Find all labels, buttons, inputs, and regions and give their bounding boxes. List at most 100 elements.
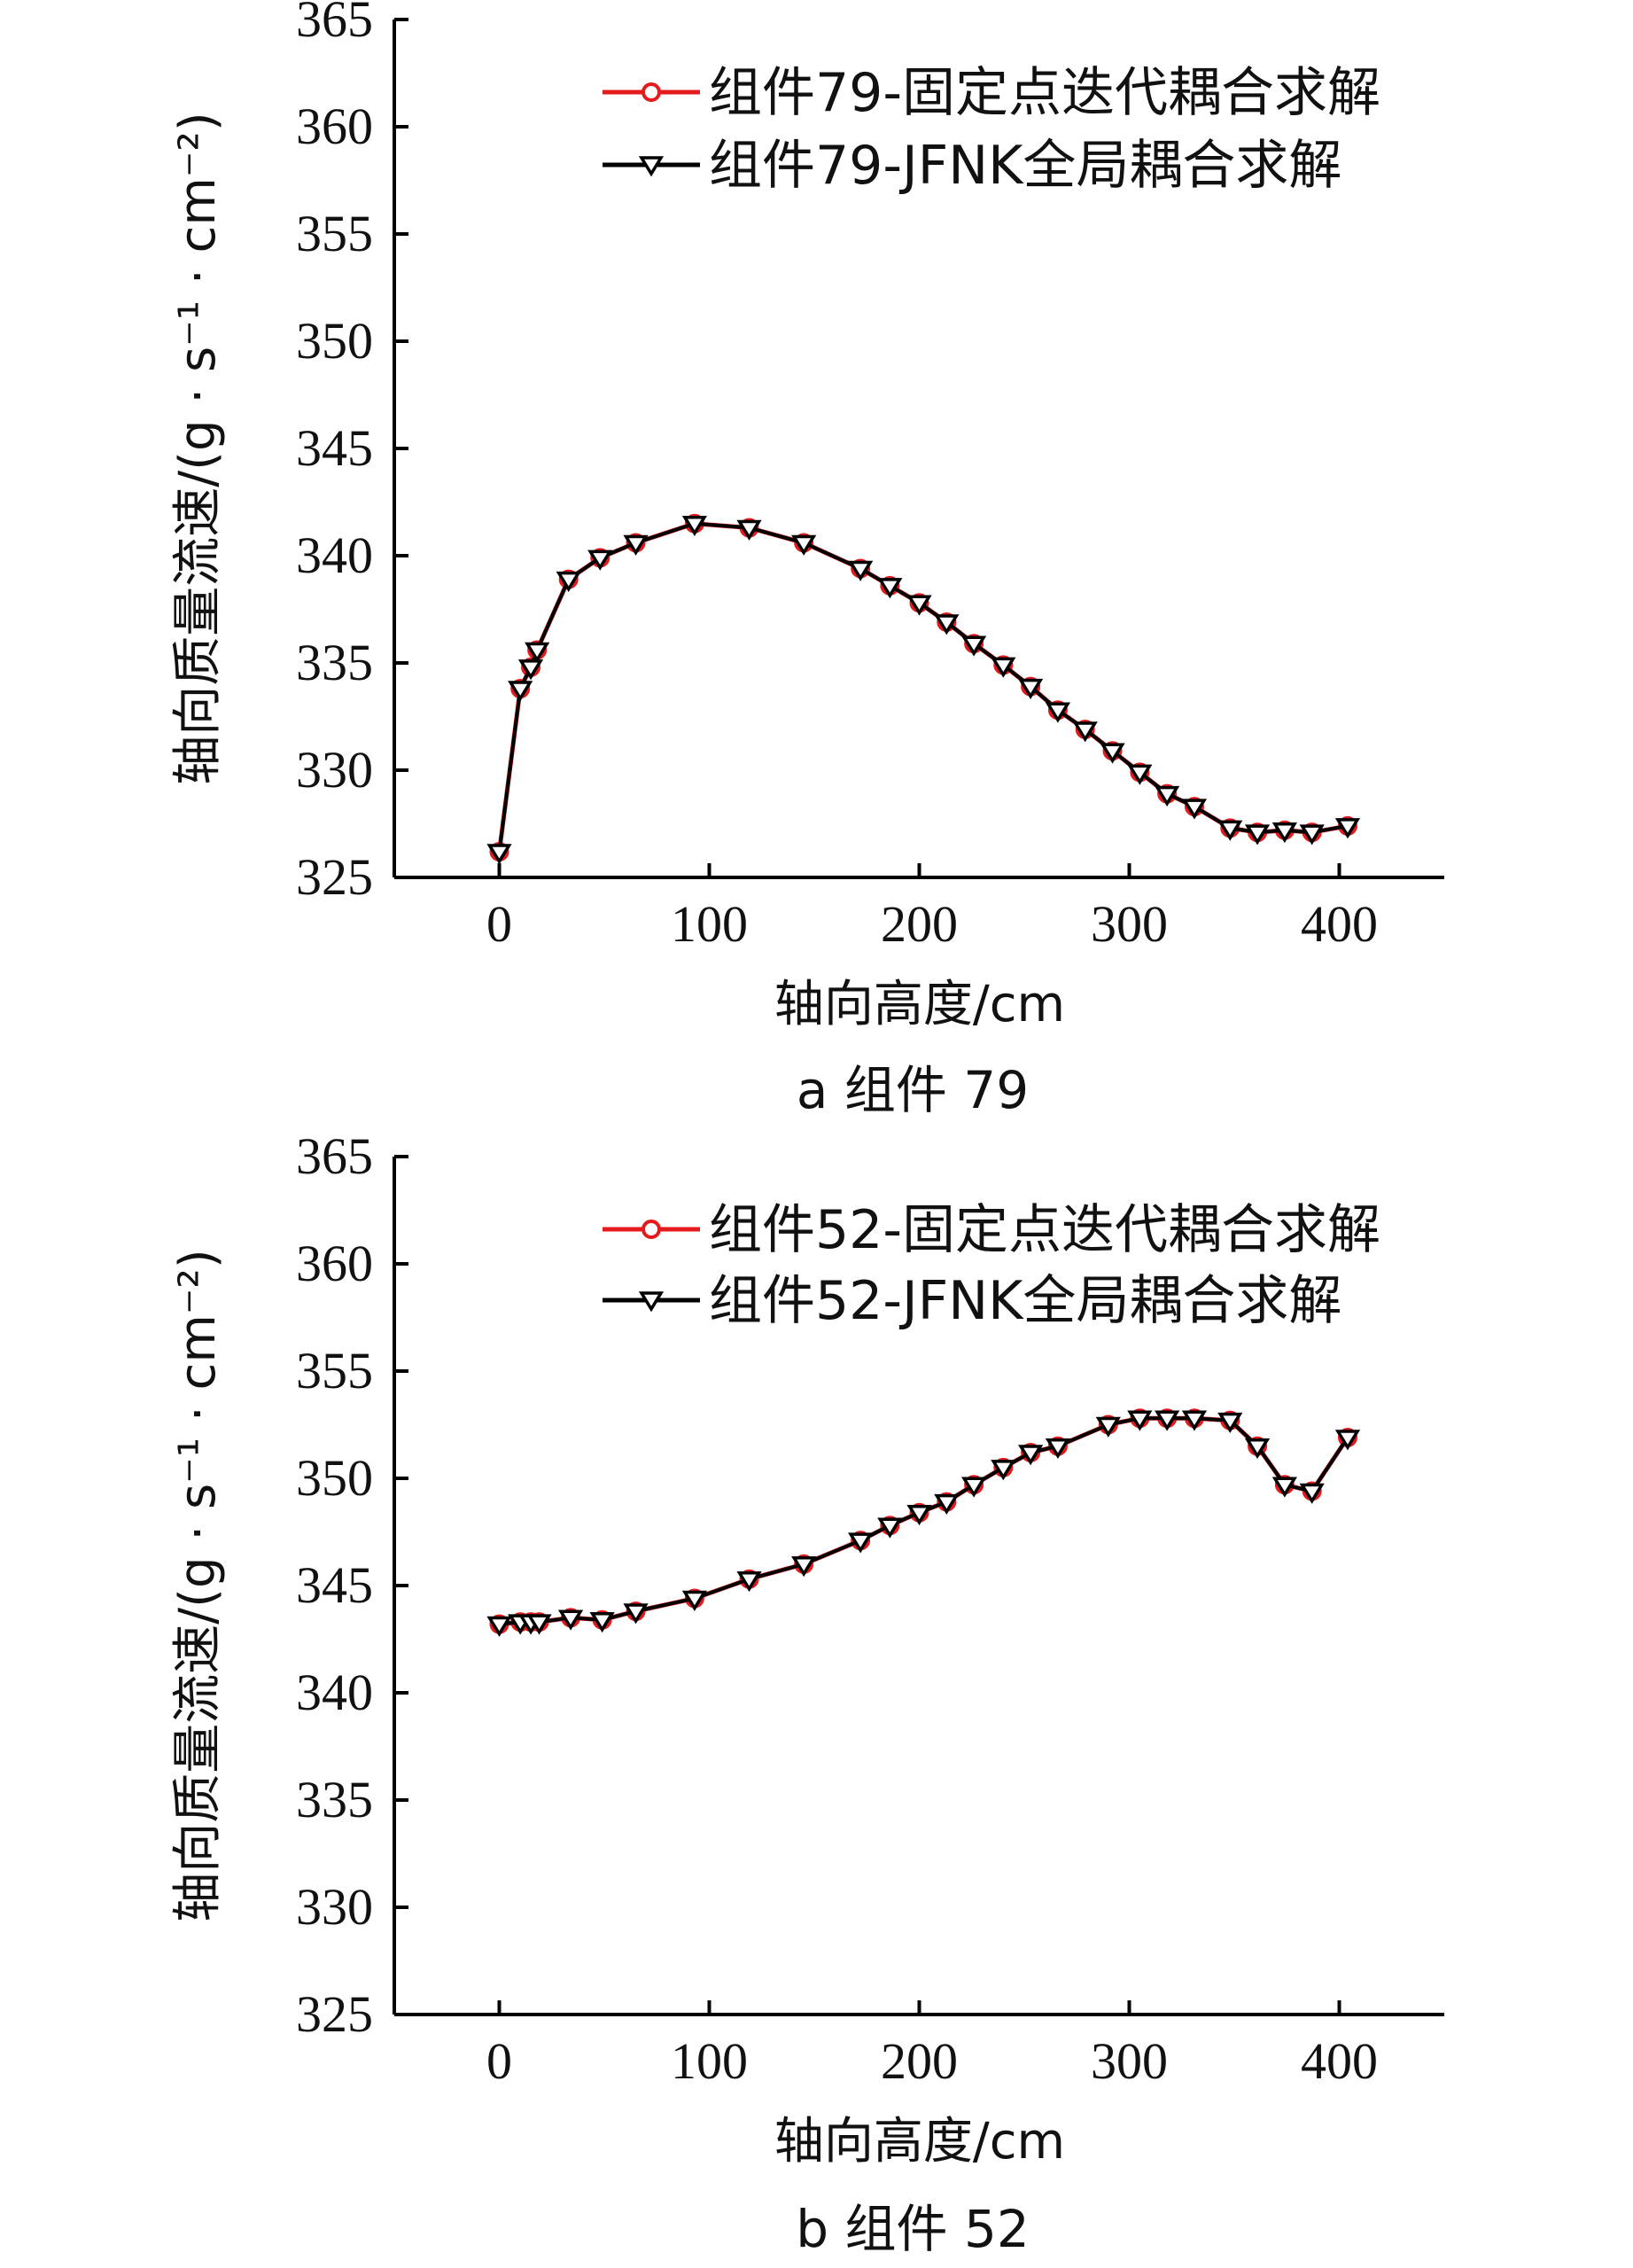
chart-a-series-0 (489, 513, 1357, 861)
chart-a-series-1-point (1334, 818, 1361, 839)
chart-a-series-1-point (1155, 785, 1180, 807)
chart-b-series-1-point (991, 1460, 1016, 1481)
chart-b-series-1-point (736, 1570, 762, 1593)
chart-b-series-1-point (1334, 1430, 1361, 1451)
chart-a-series-1-point (1127, 764, 1153, 785)
chart-a-series-1-point (791, 534, 817, 556)
chart-b-series-1-point (1127, 1410, 1153, 1431)
chart-a-series-1-point (1217, 820, 1243, 841)
chart-a-series-1-point (587, 549, 613, 571)
chart-b-ytick-label: 330 (296, 1878, 373, 1936)
chart-a-legend-label-fixed-point: 组件79-固定点迭代耦合求解 (709, 62, 1380, 124)
chart-a-ytick-label: 365 (296, 0, 373, 48)
chart-a-x-ticks: 0 100 200 300 400 (486, 863, 1378, 953)
chart-a-ytick-label: 355 (296, 205, 373, 262)
chart-a-series-1-point (877, 578, 903, 599)
chart-b-series-1-point (526, 1614, 552, 1635)
chart-a-series-1-point (1271, 822, 1298, 844)
chart-b-series-1-point (1271, 1477, 1298, 1498)
chart-b-series-1-point (1095, 1416, 1121, 1438)
chart-a-series-1 (486, 515, 1361, 865)
chart-a-series-1-point (517, 659, 544, 681)
chart-b-legend: 组件52-固定点迭代耦合求解 组件52-JFNK全局耦合求解 (603, 1199, 1380, 1332)
chart-b-ytick-label: 360 (296, 1235, 373, 1292)
chart-a-series-1-point (1181, 799, 1208, 820)
chart-b-xtick-label: 400 (1301, 2032, 1378, 2090)
chart-a-series-1-point (960, 635, 987, 657)
chart-b-ytick-label: 340 (296, 1664, 373, 1721)
chart-b-svg: 325 330 335 340 345 350 355 360 365 0 100 200 300 40… (169, 1134, 1444, 2259)
chart-a-ytick-label: 350 (296, 312, 373, 370)
chart-b-series-1-point (906, 1504, 932, 1526)
chart-a-series-1-point (1017, 678, 1044, 699)
chart-a-xtick-label: 400 (1301, 895, 1378, 953)
chart-a-series-1-point (556, 571, 581, 592)
chart-b-series-1-point (1155, 1410, 1180, 1431)
chart-b-x-ticks: 0 100 200 300 400 (486, 2000, 1378, 2090)
chart-b-xlabel: 轴向高度/cm (774, 2113, 1065, 2171)
chart-a-series-1-point (1299, 824, 1325, 846)
chart-a-series-1-point (736, 519, 762, 541)
chart-b-series-1 (486, 1410, 1361, 1637)
chart-a-xlabel: 轴向高度/cm (774, 976, 1065, 1033)
chart-a-caption: a 组件 79 (797, 1060, 1029, 1120)
chart-b-series-0 (489, 1408, 1357, 1634)
chart-a-series-1-point (681, 515, 708, 537)
chart-b-series-1-point (1299, 1483, 1325, 1504)
chart-a-ytick-label: 345 (296, 419, 373, 477)
chart-b-series-1-point (960, 1477, 987, 1498)
chart-a-series-0-line (497, 521, 1349, 853)
chart-b-series-1-point (1217, 1412, 1243, 1434)
chart-a-ytick-label: 330 (296, 741, 373, 799)
chart-a-series-1-point (1244, 824, 1271, 846)
chart-b-series-1-point (681, 1590, 708, 1611)
chart-b-ytick-label: 355 (296, 1342, 373, 1399)
chart-b-legend-marker-jfnk (638, 1291, 665, 1313)
chart-a-y-ticks: 325 330 335 340 345 350 355 360 365 (296, 0, 408, 906)
chart-b-legend-label-jfnk: 组件52-JFNK全局耦合求解 (709, 1270, 1341, 1332)
chart-b-caption: b 组件 52 (796, 2199, 1030, 2259)
chart-a-series-1-point (906, 595, 932, 616)
chart-a-xtick-label: 0 (486, 895, 512, 953)
chart-b-series-1-point (934, 1493, 960, 1515)
chart-b-xtick-label: 0 (486, 2032, 512, 2090)
chart-a-legend-label-jfnk: 组件79-JFNK全局耦合求解 (709, 135, 1341, 197)
chart-b-series-1-point (589, 1611, 615, 1633)
chart-a-series-1-point (1045, 702, 1071, 723)
chart-b-series-1-point (557, 1609, 584, 1631)
chart-b-ytick-label: 335 (296, 1771, 373, 1828)
chart-a-xtick-label: 100 (671, 895, 748, 953)
chart-b-y-ticks: 325 330 335 340 345 350 355 360 365 (296, 1134, 408, 2043)
chart-b-series-1-point (1244, 1438, 1271, 1460)
chart-a-ytick-label: 335 (296, 634, 373, 691)
chart-b-xtick-label: 300 (1091, 2032, 1168, 2090)
chart-a-series-group (486, 513, 1361, 865)
chart-a-series-1-point (1072, 721, 1098, 743)
chart-a-legend-marker-fixed-point (642, 82, 661, 102)
chart-a-series-1-line (497, 521, 1349, 853)
chart-b-series-1-point (486, 1616, 512, 1637)
chart-a-series-1-point (1100, 743, 1125, 764)
chart-a-xtick-label: 200 (881, 895, 958, 953)
chart-b-series-1-point (1181, 1410, 1208, 1431)
chart-a-series-1-point (848, 560, 874, 581)
chart-b-ytick-label: 350 (296, 1449, 373, 1507)
chart-a-ytick-label: 360 (296, 97, 373, 155)
chart-a-series-1-point (934, 614, 960, 635)
chart-b-ytick-label: 345 (296, 1556, 373, 1614)
chart-b-series-1-point (623, 1603, 649, 1625)
chart-a-ylabel: 轴向质量流速/(g · s⁻¹ · cm⁻²) (169, 112, 227, 784)
chart-b-ylabel: 轴向质量流速/(g · s⁻¹ · cm⁻²) (169, 1249, 227, 1921)
chart-b-ytick-label: 365 (296, 1134, 373, 1185)
chart-b-series-1-point (848, 1532, 874, 1554)
chart-b-series-group (486, 1408, 1361, 1637)
chart-a-series-1-point (525, 642, 550, 663)
chart-b-series-1-point (1045, 1438, 1071, 1460)
chart-b-xtick-label: 200 (881, 2032, 958, 2090)
chart-panel-b: 325 330 335 340 345 350 355 360 365 0 100 200 300 40… (0, 1134, 1633, 2268)
chart-b-series-1-point (877, 1517, 903, 1539)
chart-a-ytick-label: 325 (296, 848, 373, 906)
chart-a-legend: 组件79-固定点迭代耦合求解 组件79-JFNK全局耦合求解 (603, 62, 1380, 197)
chart-a-svg: 325 330 335 340 345 350 355 360 365 0 100 200 300 40… (169, 0, 1444, 1120)
chart-a-legend-marker-jfnk (638, 156, 665, 177)
